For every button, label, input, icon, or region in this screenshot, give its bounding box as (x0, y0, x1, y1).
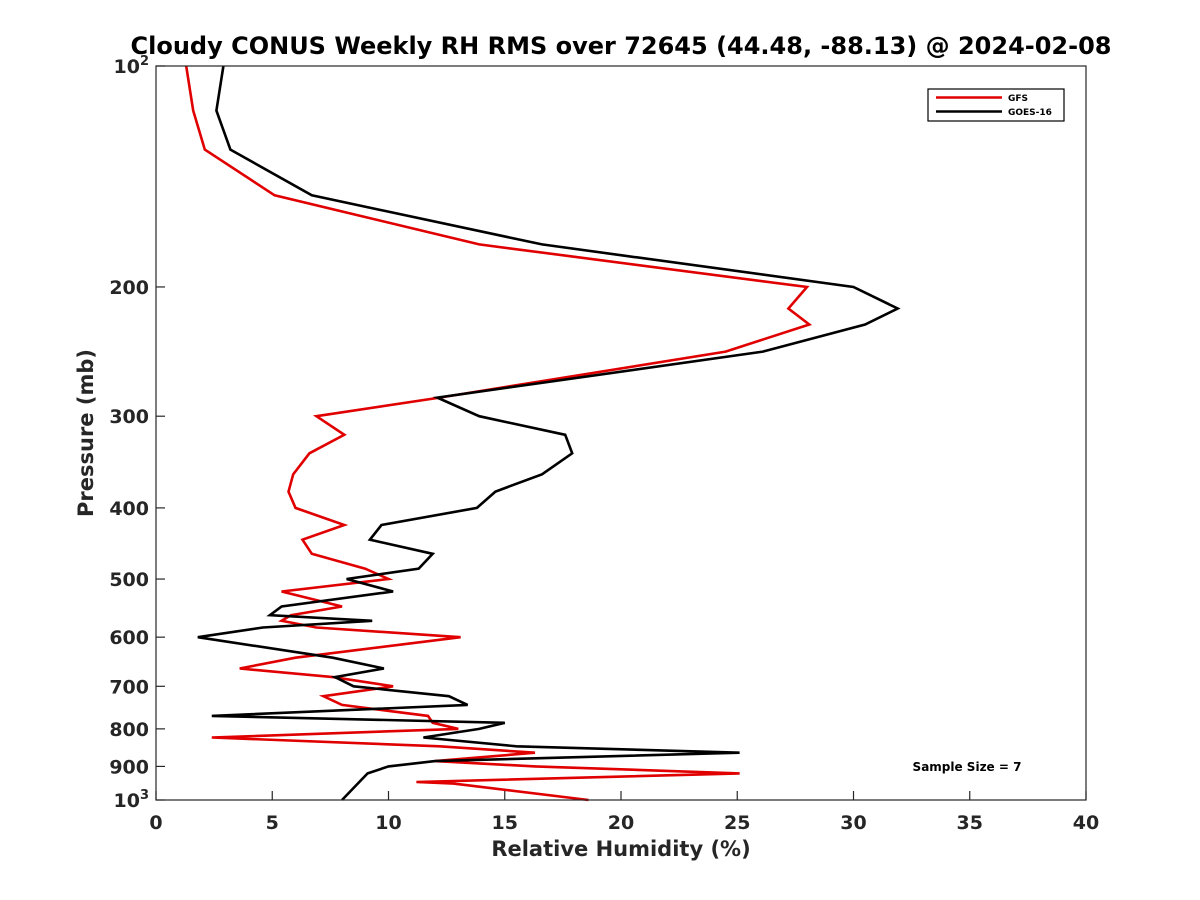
sample-size-annotation: Sample Size = 7 (913, 760, 1022, 774)
plot-axes-frame (155, 65, 1087, 801)
x-tick-label: 15 (492, 812, 518, 834)
y-axis-label: Pressure (mb) (74, 349, 98, 517)
series-line-goes16 (197, 65, 901, 801)
y-tick-label: 102 (114, 54, 150, 78)
y-tick-label: 300 (109, 406, 149, 428)
y-tick-label: 200 (109, 277, 149, 299)
x-tick-label: 25 (724, 812, 750, 834)
y-tick-label: 900 (109, 756, 149, 778)
x-tick-label: 40 (1073, 812, 1099, 834)
legend: GFS GOES-16 (927, 88, 1065, 122)
x-axis: 0 5 10 15 20 25 30 35 40 (149, 791, 1099, 834)
legend-label-goes16: GOES-16 (1008, 108, 1052, 118)
y-tick-label: 400 (109, 498, 149, 520)
x-tick-label: 20 (608, 812, 634, 834)
y-axis: 102 200 300 400 500 600 700 800 900 103 (109, 54, 165, 812)
y-tick-label: 700 (109, 676, 149, 698)
series-line-gfs (184, 65, 813, 802)
x-axis-label: Relative Humidity (%) (491, 837, 750, 861)
x-tick-label: 30 (840, 812, 866, 834)
plot-series (184, 65, 901, 802)
y-tick-label: 600 (109, 627, 149, 649)
legend-box (927, 88, 1065, 122)
x-tick-label: 0 (149, 812, 162, 834)
x-tick-label: 10 (375, 812, 401, 834)
y-tick-label: 500 (109, 569, 149, 591)
y-tick-label: 103 (114, 788, 150, 812)
chart-title: Cloudy CONUS Weekly RH RMS over 72645 (4… (131, 32, 1112, 60)
x-tick-label: 5 (266, 812, 279, 834)
y-tick-label: 800 (109, 719, 149, 741)
legend-label-gfs: GFS (1008, 94, 1028, 104)
x-tick-label: 35 (957, 812, 983, 834)
